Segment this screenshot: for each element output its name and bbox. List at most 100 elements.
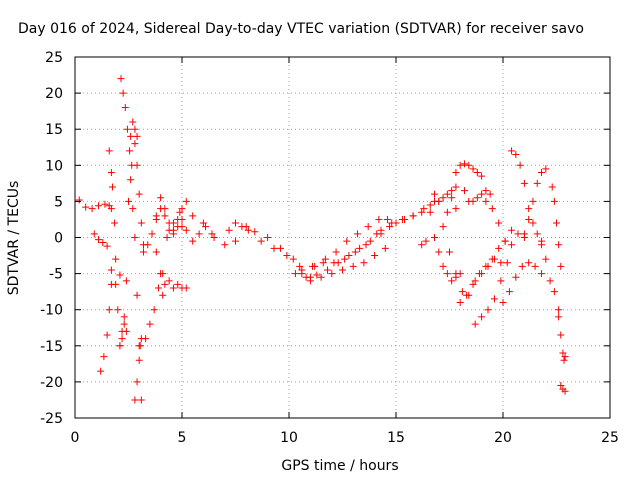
data-point	[362, 241, 370, 249]
data-point	[401, 215, 409, 223]
data-point	[108, 183, 116, 191]
data-point	[232, 237, 239, 245]
data-point	[157, 194, 165, 202]
data-point	[525, 215, 533, 223]
data-point	[178, 223, 186, 231]
data-point	[443, 190, 451, 198]
data-point	[95, 236, 103, 244]
data-point	[383, 215, 391, 223]
data-point	[452, 205, 460, 213]
data-point	[529, 197, 537, 205]
data-point	[343, 237, 351, 245]
x-tick-label: 0	[71, 430, 80, 446]
data-point	[195, 230, 203, 238]
data-point	[439, 223, 447, 231]
data-marks	[75, 75, 569, 404]
data-point	[112, 255, 120, 263]
data-point	[88, 205, 96, 213]
data-point	[165, 277, 173, 285]
data-point	[458, 288, 466, 296]
data-point	[131, 234, 139, 241]
data-point	[161, 280, 169, 288]
data-point	[199, 219, 207, 227]
data-point	[103, 242, 111, 250]
data-point	[533, 230, 541, 238]
data-point	[529, 219, 537, 227]
data-point	[283, 252, 291, 260]
data-point	[169, 219, 177, 227]
data-point	[244, 226, 252, 234]
data-point	[409, 212, 417, 220]
data-point	[533, 179, 541, 187]
data-point	[520, 179, 528, 187]
data-point	[137, 219, 145, 227]
data-point	[508, 241, 516, 249]
data-point	[377, 226, 385, 234]
data-point	[332, 248, 340, 256]
data-point	[95, 202, 103, 210]
data-point	[505, 288, 513, 296]
data-point	[276, 244, 284, 252]
data-point	[469, 197, 477, 205]
data-point	[328, 270, 336, 278]
data-point	[182, 197, 190, 205]
y-tick-label: -20	[40, 375, 63, 391]
y-tick-label: 5	[54, 194, 63, 210]
data-point	[105, 147, 113, 155]
data-point	[122, 277, 130, 285]
data-point	[446, 248, 453, 256]
data-point	[107, 205, 115, 213]
data-point	[123, 125, 131, 133]
data-point	[490, 295, 498, 303]
data-point	[319, 259, 327, 267]
data-point	[435, 248, 443, 256]
x-tick-label: 20	[494, 430, 512, 446]
data-point	[107, 280, 115, 288]
data-point	[371, 252, 379, 260]
data-point	[465, 161, 473, 169]
data-point	[264, 234, 272, 241]
data-point	[497, 277, 505, 285]
data-point	[518, 262, 526, 270]
y-axis-label: SDTVAR / TECUs	[6, 181, 22, 296]
y-tick-label: 10	[45, 158, 63, 174]
data-point	[456, 161, 464, 169]
data-point	[426, 201, 434, 209]
data-point	[542, 255, 550, 263]
data-point	[324, 266, 332, 274]
data-point	[460, 160, 468, 168]
data-point	[512, 150, 520, 158]
data-point	[208, 230, 216, 238]
data-point	[478, 190, 486, 198]
data-point	[136, 342, 144, 350]
data-point	[291, 270, 299, 278]
axis-ticks: 0 5 10 15 20 25 -25 -20 -15 -10 -5 0 5 10 15 20 25	[40, 50, 619, 446]
data-point	[538, 270, 546, 278]
data-point	[182, 284, 190, 292]
data-point	[105, 306, 113, 314]
chart-title: Day 016 of 2024, Sidereal Day-to-day VTE…	[18, 21, 584, 37]
data-point	[555, 306, 563, 314]
data-point	[75, 196, 83, 204]
data-point	[321, 255, 329, 263]
data-point	[443, 208, 451, 216]
data-point	[538, 241, 546, 249]
data-point	[497, 259, 505, 267]
data-point	[473, 169, 481, 177]
data-point	[100, 353, 108, 361]
data-point	[478, 172, 486, 180]
data-point	[448, 194, 456, 202]
data-point	[503, 259, 511, 267]
data-point	[127, 132, 135, 140]
data-point	[561, 353, 569, 361]
data-point	[439, 262, 447, 270]
data-point	[418, 241, 426, 249]
data-point	[484, 306, 492, 314]
data-point	[469, 165, 477, 173]
data-point	[118, 327, 126, 335]
data-point	[139, 248, 147, 256]
data-point	[135, 356, 143, 364]
data-point	[152, 212, 160, 220]
data-point	[317, 273, 325, 281]
